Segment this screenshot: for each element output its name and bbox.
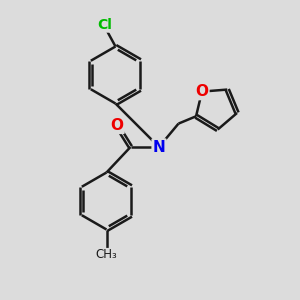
Text: O: O (195, 84, 208, 99)
Text: N: N (153, 140, 165, 154)
Text: CH₃: CH₃ (96, 248, 117, 262)
Text: O: O (110, 118, 124, 133)
Text: Cl: Cl (98, 18, 112, 32)
